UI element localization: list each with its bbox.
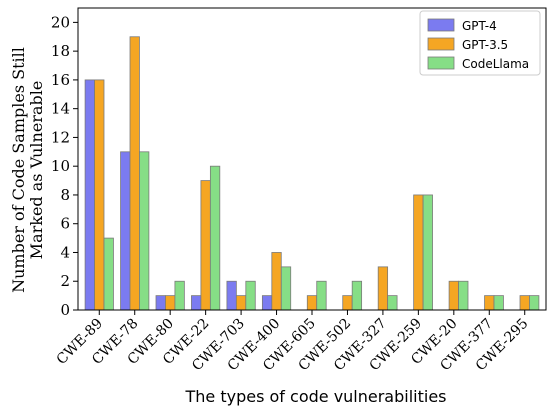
legend-swatch <box>427 37 455 51</box>
bar-codellama-cwe-89 <box>103 237 114 311</box>
bar-codellama-cwe-377 <box>493 295 504 311</box>
bar-codellama-cwe-327 <box>387 295 398 311</box>
bar-gpt-4-cwe-22 <box>191 295 202 311</box>
y-tick-label: 6 <box>60 215 70 233</box>
bar-gpt-3-5-cwe-377 <box>484 295 495 311</box>
y-tick-label: 12 <box>51 128 70 146</box>
y-axis-label: Number of Code Samples Still Marked as V… <box>9 47 46 293</box>
bar-codellama-cwe-502 <box>351 280 363 311</box>
legend-label: GPT-4 <box>462 19 497 33</box>
bar-codellama-cwe-605 <box>316 280 327 311</box>
legend-swatch <box>427 18 455 32</box>
bar-gpt-3-5-cwe-502 <box>342 295 353 311</box>
bar-gpt-3-5-cwe-22 <box>200 180 211 311</box>
legend: GPT-4 GPT-3.5 CodeLlama <box>419 10 541 76</box>
bar-codellama-cwe-703 <box>245 280 256 311</box>
bar-gpt-3-5-cwe-400 <box>271 252 282 311</box>
bar-gpt-3-5-cwe-327 <box>377 266 389 311</box>
bar-codellama-cwe-259 <box>422 194 433 311</box>
y-tick-label: 18 <box>51 42 70 60</box>
bar-gpt-4-cwe-400 <box>261 295 273 311</box>
y-tick-label: 14 <box>51 100 70 118</box>
bar-gpt-4-cwe-78 <box>120 151 131 311</box>
bar-codellama-cwe-20 <box>458 280 469 311</box>
legend-label: CodeLlama <box>462 57 529 71</box>
y-tick-label: 4 <box>60 243 70 261</box>
legend-swatch <box>427 56 455 70</box>
y-tick-label: 8 <box>60 186 70 204</box>
y-tick-label: 20 <box>51 13 70 31</box>
bar-codellama-cwe-22 <box>209 165 221 311</box>
bar-gpt-3-5-cwe-89 <box>94 79 105 311</box>
bar-gpt-3-5-cwe-703 <box>235 295 247 311</box>
bar-gpt-3-5-cwe-20 <box>448 280 459 311</box>
y-tick-label: 0 <box>60 301 70 319</box>
y-tick-label: 10 <box>51 157 70 175</box>
bar-codellama-cwe-80 <box>174 280 185 311</box>
bar-gpt-3-5-cwe-605 <box>306 295 318 311</box>
bar-gpt-3-5-cwe-259 <box>413 194 424 311</box>
bar-codellama-cwe-78 <box>139 151 150 311</box>
x-axis-label: The types of code vulnerabilities <box>185 387 447 406</box>
bars-group <box>84 36 540 311</box>
bar-gpt-4-cwe-80 <box>155 295 166 311</box>
y-tick-label: 16 <box>51 71 70 89</box>
y-tick-label: 2 <box>60 272 70 290</box>
bar-codellama-cwe-295 <box>529 295 540 311</box>
legend-label: GPT-3.5 <box>462 38 508 52</box>
bar-gpt-3-5-cwe-295 <box>519 295 530 311</box>
bar-gpt-4-cwe-703 <box>226 280 237 311</box>
y-axis-label-line-1: Number of Code Samples Still <box>9 47 28 293</box>
bar-gpt-3-5-cwe-80 <box>165 295 176 311</box>
bar-gpt-3-5-cwe-78 <box>129 36 140 311</box>
y-axis-label-line-2: Marked as Vulnerable <box>27 81 46 260</box>
bar-gpt-4-cwe-89 <box>84 79 95 311</box>
bar-codellama-cwe-400 <box>280 266 292 311</box>
